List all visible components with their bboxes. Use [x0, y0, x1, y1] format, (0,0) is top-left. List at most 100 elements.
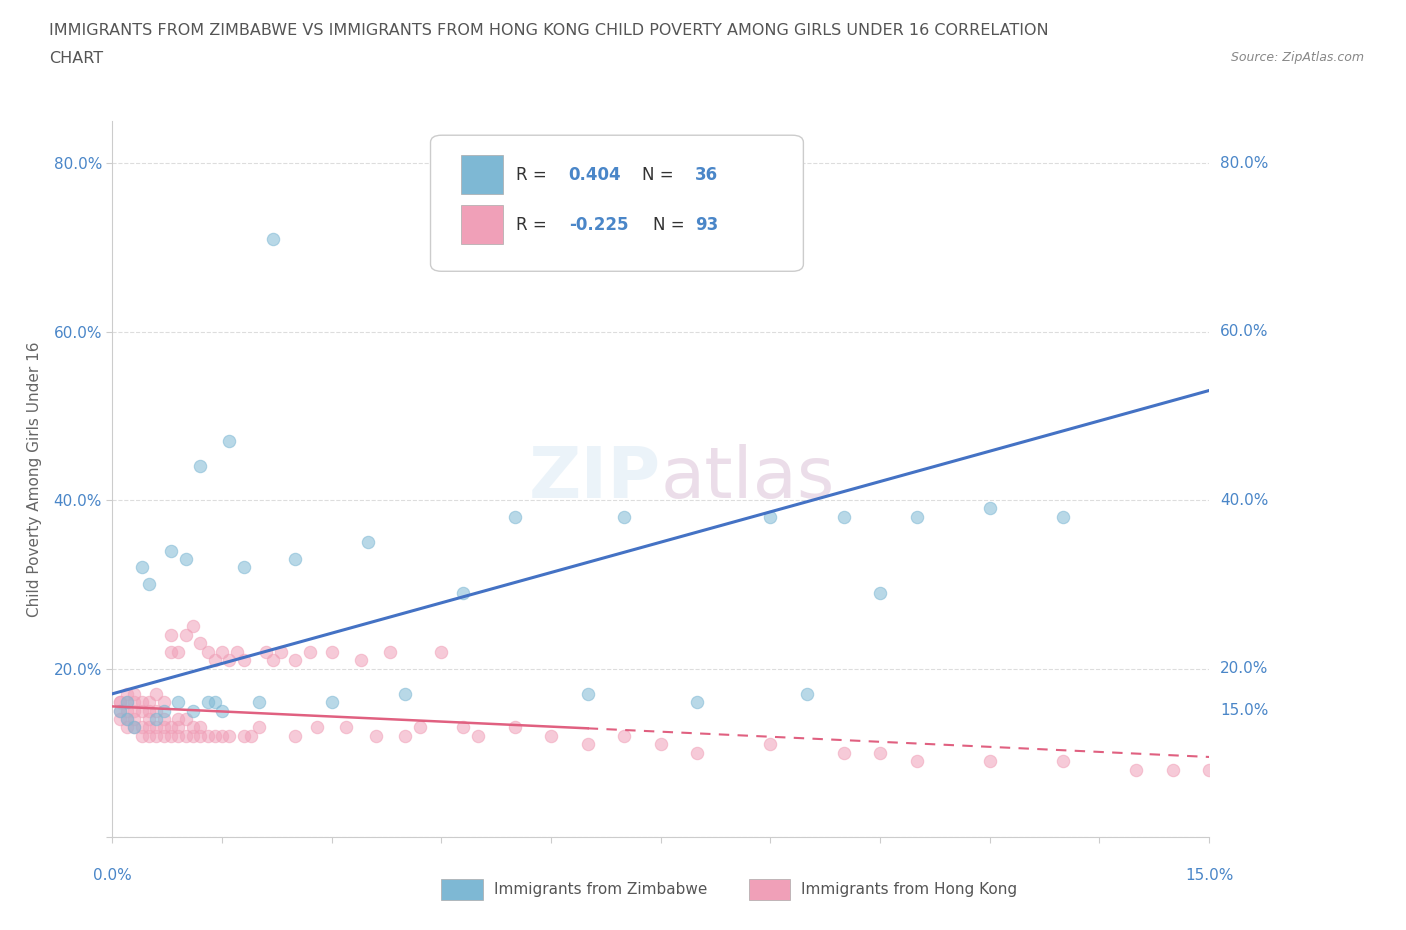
Point	[131, 560, 153, 575]
Point	[254, 644, 277, 659]
Text: 15.0%: 15.0%	[1220, 703, 1268, 718]
Point	[233, 560, 256, 575]
Point	[759, 510, 782, 525]
Text: IMMIGRANTS FROM ZIMBABWE VS IMMIGRANTS FROM HONG KONG CHILD POVERTY AMONG GIRLS : IMMIGRANTS FROM ZIMBABWE VS IMMIGRANTS F…	[49, 23, 1049, 38]
Point	[869, 585, 891, 600]
Text: 80.0%: 80.0%	[1220, 155, 1268, 170]
Point	[124, 720, 146, 735]
Point	[453, 720, 475, 735]
Point	[108, 695, 131, 710]
Point	[124, 703, 146, 718]
FancyBboxPatch shape	[441, 879, 484, 900]
Point	[108, 695, 131, 710]
Point	[284, 728, 307, 743]
Point	[108, 703, 131, 718]
Point	[188, 728, 211, 743]
Point	[576, 737, 599, 751]
Point	[167, 720, 190, 735]
Point	[145, 728, 167, 743]
Point	[138, 728, 160, 743]
Point	[979, 753, 1001, 768]
Point	[115, 720, 138, 735]
FancyBboxPatch shape	[430, 135, 803, 272]
Point	[686, 695, 709, 710]
Point	[115, 711, 138, 726]
Point	[364, 728, 387, 743]
Text: Source: ZipAtlas.com: Source: ZipAtlas.com	[1230, 51, 1364, 64]
Point	[188, 458, 211, 473]
Point	[247, 720, 270, 735]
Text: R =: R =	[516, 166, 553, 183]
Point	[167, 711, 190, 726]
Point	[181, 720, 204, 735]
Text: 36: 36	[695, 166, 718, 183]
Point	[124, 695, 146, 710]
Point	[979, 501, 1001, 516]
Point	[181, 703, 204, 718]
Point	[233, 728, 256, 743]
Point	[321, 695, 343, 710]
Point	[832, 510, 855, 525]
Point	[115, 711, 138, 726]
Text: 0.0%: 0.0%	[93, 868, 132, 883]
Text: 40.0%: 40.0%	[1220, 493, 1268, 508]
Text: R =: R =	[516, 216, 553, 233]
Point	[1161, 763, 1184, 777]
Point	[240, 728, 263, 743]
Point	[145, 711, 167, 726]
Text: 60.0%: 60.0%	[1220, 324, 1268, 339]
Point	[174, 711, 197, 726]
Text: -0.225: -0.225	[568, 216, 628, 233]
Point	[160, 543, 183, 558]
Text: CHART: CHART	[49, 51, 103, 66]
Point	[124, 720, 146, 735]
Point	[307, 720, 329, 735]
Point	[204, 728, 226, 743]
Point	[181, 619, 204, 634]
Point	[467, 728, 489, 743]
Point	[211, 644, 233, 659]
Point	[152, 728, 174, 743]
Point	[270, 644, 292, 659]
Text: ZIP: ZIP	[529, 445, 661, 513]
Point	[131, 695, 153, 710]
Point	[394, 686, 416, 701]
Text: 93: 93	[695, 216, 718, 233]
Text: atlas: atlas	[661, 445, 835, 513]
Point	[160, 728, 183, 743]
Point	[233, 653, 256, 668]
Point	[869, 745, 891, 760]
Point	[167, 644, 190, 659]
Point	[284, 653, 307, 668]
Point	[1052, 510, 1074, 525]
Point	[321, 644, 343, 659]
Point	[152, 695, 174, 710]
FancyBboxPatch shape	[461, 155, 503, 194]
Point	[167, 728, 190, 743]
Point	[218, 728, 240, 743]
Point	[197, 728, 219, 743]
Point	[350, 653, 373, 668]
Point	[540, 728, 562, 743]
Point	[138, 720, 160, 735]
Point	[796, 686, 818, 701]
Point	[197, 644, 219, 659]
Point	[138, 577, 160, 591]
Point	[188, 636, 211, 651]
Point	[211, 728, 233, 743]
Point	[650, 737, 672, 751]
Text: 0.404: 0.404	[568, 166, 621, 183]
Point	[160, 644, 183, 659]
Point	[204, 653, 226, 668]
Point	[503, 720, 526, 735]
Point	[453, 585, 475, 600]
Point	[108, 703, 131, 718]
Point	[613, 510, 636, 525]
Point	[357, 535, 380, 550]
Point	[115, 695, 138, 710]
Point	[138, 711, 160, 726]
Point	[284, 551, 307, 566]
Point	[138, 695, 160, 710]
Point	[1198, 763, 1220, 777]
Point	[204, 695, 226, 710]
